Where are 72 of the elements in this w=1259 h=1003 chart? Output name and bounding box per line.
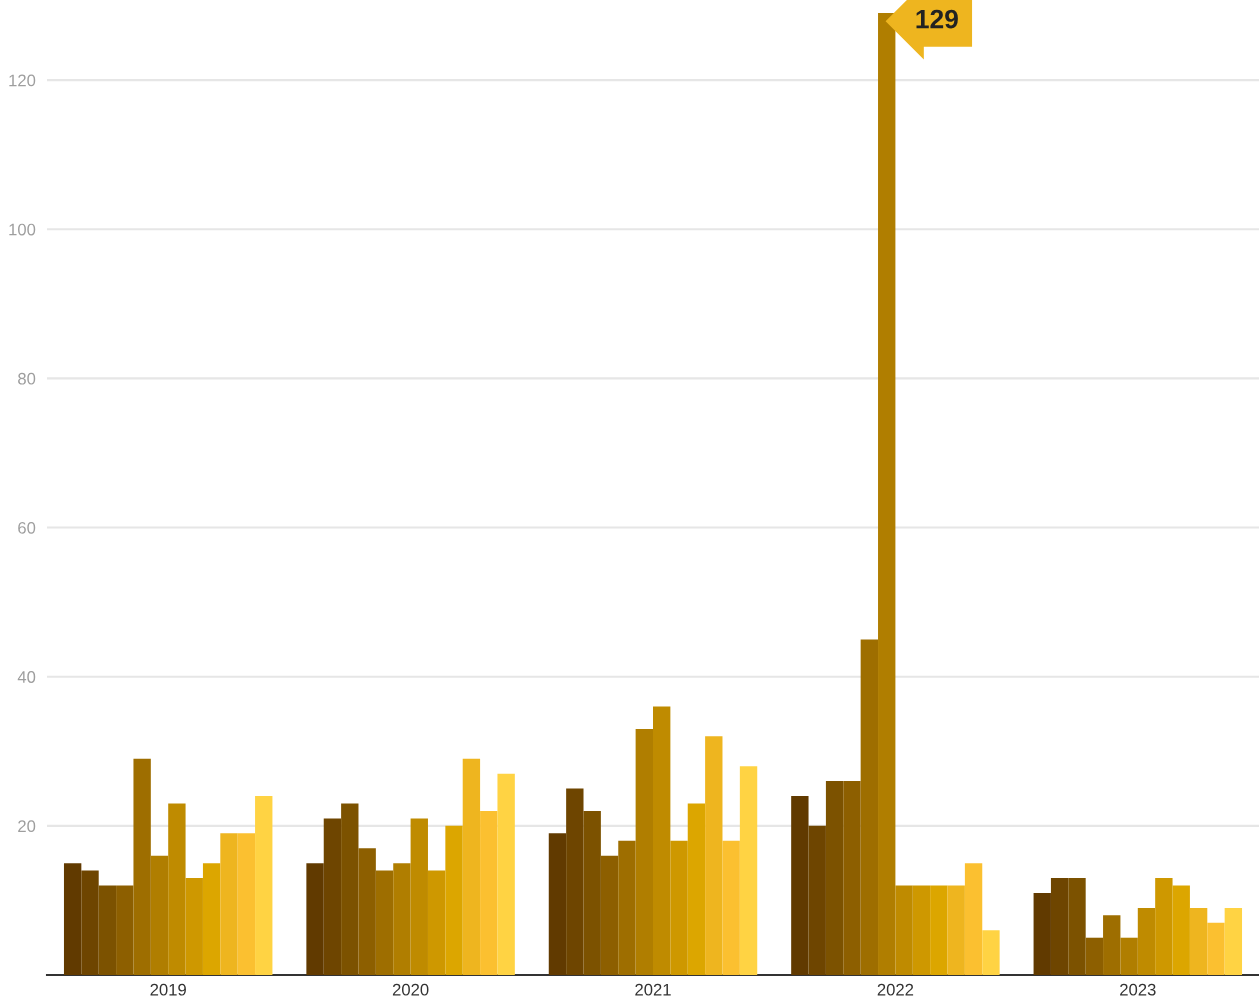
bar [912,885,931,975]
bar [98,885,117,975]
bar [116,885,134,975]
bar [687,803,706,975]
bar [427,870,446,975]
bar [548,833,567,975]
x-tick-label: 2019 [150,983,186,996]
bar [81,870,99,975]
bar [1085,937,1104,975]
bar [670,840,688,975]
bar [168,803,186,975]
bar [202,863,221,975]
annotation: 129 [916,9,958,29]
bar [358,848,376,975]
bar [825,781,844,975]
bar [600,855,619,975]
bar [1137,907,1156,975]
bar [462,758,481,975]
y-tick-label: 120 [9,74,36,87]
bar [1189,907,1208,975]
bar [566,788,584,975]
bar [323,818,342,975]
x-tick-label: 2020 [392,983,429,996]
bar [1033,892,1051,975]
bar [133,758,151,975]
bar [480,810,498,975]
x-tick-label: 2022 [877,983,914,996]
bar [1155,878,1173,975]
y-tick-label: 40 [17,671,36,683]
bar [964,863,983,975]
bar [1068,878,1086,975]
bar [1103,915,1121,975]
bar [618,840,636,975]
bar [895,885,913,975]
bar [705,736,723,975]
bar [791,796,809,975]
bar [445,825,463,975]
bar [341,803,359,975]
y-tick-label: 100 [9,223,36,236]
bar [808,825,826,975]
bar [982,930,1000,975]
bar [1172,885,1190,975]
bar [255,796,273,975]
bar [1224,907,1243,975]
bar [583,810,601,975]
bar [63,863,82,975]
bar [410,818,428,975]
bar [930,885,948,975]
bar [375,870,394,975]
bar [237,833,256,975]
bar [1207,922,1225,975]
bar [393,863,411,975]
bar [860,639,879,975]
bar [947,885,965,975]
bar [635,728,653,975]
bar [653,706,671,975]
y-tick-label: 20 [18,820,36,833]
bar [739,766,758,975]
bar [150,855,169,975]
y-tick-label: 80 [18,372,36,385]
x-tick-label: 2023 [1120,983,1156,996]
bar [185,878,203,975]
bar [1120,937,1138,975]
bar [843,781,861,975]
y-tick-label: 60 [18,521,36,534]
bar [722,840,740,975]
bar [497,773,515,975]
bar [878,13,896,975]
bar [306,863,324,975]
bar [1050,878,1069,975]
bar [220,833,238,975]
x-tick-label: 2021 [635,983,671,996]
